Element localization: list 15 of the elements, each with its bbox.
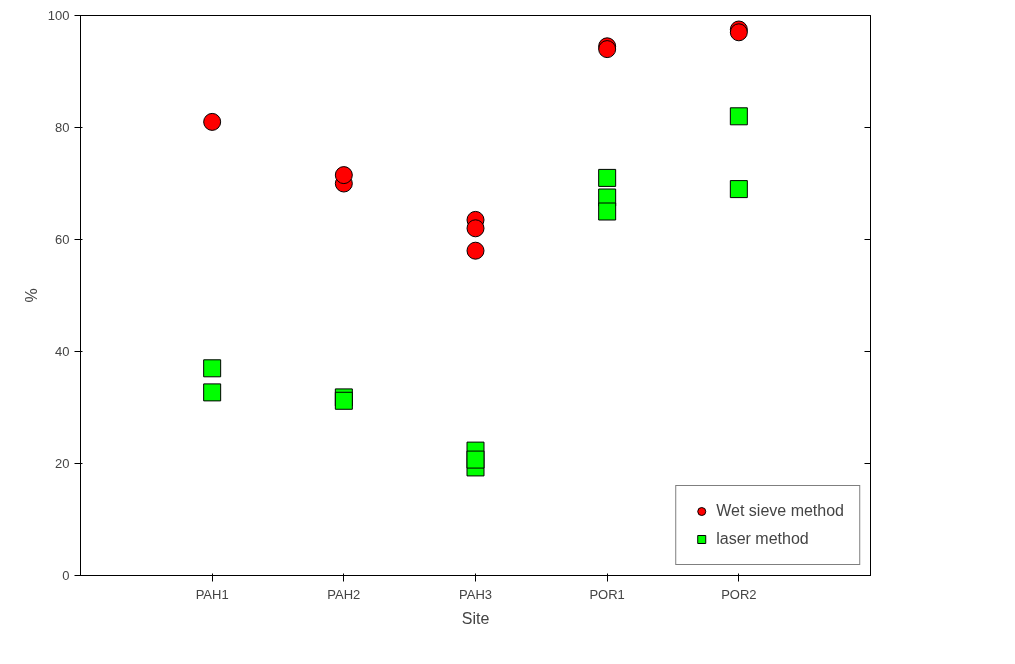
y-tick-label: 100 (47, 8, 70, 23)
x-tick-label: POR2 (721, 586, 757, 602)
legend-label: laser method (716, 530, 809, 548)
x-tick-label: PAH2 (327, 586, 361, 602)
y-tick-label: 0 (62, 568, 70, 583)
y-tick-label: 40 (55, 344, 70, 359)
x-axis-title: Site (461, 609, 490, 627)
y-tick-label: 60 (55, 232, 70, 247)
legend-label: Wet sieve method (716, 502, 844, 520)
y-tick-label: 80 (55, 120, 70, 135)
y-axis-title: % (22, 288, 40, 303)
x-tick-label: POR1 (589, 586, 625, 602)
y-tick-label: 20 (55, 456, 70, 471)
x-tick-label: PAH3 (459, 586, 492, 602)
x-tick-label: PAH1 (195, 586, 229, 602)
